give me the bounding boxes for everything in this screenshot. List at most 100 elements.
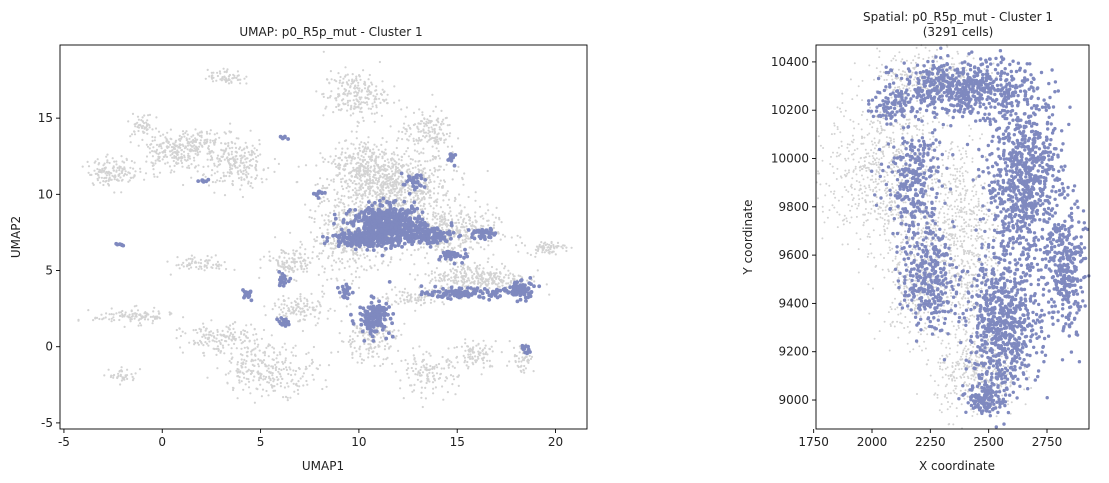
background-point: [282, 396, 285, 399]
background-point: [240, 154, 243, 157]
background-point: [214, 254, 217, 257]
background-point: [444, 217, 447, 220]
background-point: [253, 147, 256, 150]
background-point: [413, 143, 416, 146]
background-point: [230, 347, 233, 350]
background-point: [383, 174, 386, 177]
background-point: [164, 162, 167, 165]
background-point: [327, 243, 330, 246]
background-point: [492, 274, 496, 278]
background-point: [417, 122, 420, 125]
background-point: [358, 276, 361, 279]
background-point: [221, 180, 224, 183]
background-point: [552, 243, 555, 247]
background-point: [265, 178, 268, 181]
background-point: [134, 125, 137, 128]
background-point: [194, 260, 197, 263]
background-point: [286, 399, 289, 402]
background-point: [356, 196, 359, 199]
background-point: [541, 251, 544, 254]
background-point: [113, 373, 116, 377]
background-point: [239, 159, 242, 162]
background-point: [246, 331, 249, 334]
background-point: [231, 164, 234, 167]
background-point: [197, 148, 200, 151]
background-point: [501, 233, 505, 236]
background-point: [354, 276, 358, 279]
background-point: [330, 242, 333, 245]
background-point: [487, 244, 490, 247]
background-point: [222, 175, 226, 178]
background-point: [260, 177, 263, 180]
background-point: [139, 170, 142, 173]
background-point: [306, 308, 309, 311]
background-point: [315, 305, 318, 308]
background-point: [273, 389, 277, 392]
background-point: [102, 180, 105, 183]
background-point: [424, 386, 427, 389]
background-point: [500, 221, 503, 224]
background-point: [108, 318, 111, 321]
background-point: [337, 214, 340, 217]
background-point: [223, 261, 226, 264]
background-point: [467, 277, 470, 280]
background-point: [213, 139, 216, 142]
background-point: [366, 196, 369, 199]
background-point: [171, 149, 174, 152]
background-point: [360, 179, 363, 182]
background-point: [470, 224, 473, 227]
background-point: [407, 139, 410, 142]
background-point: [370, 158, 373, 161]
background-point: [168, 150, 172, 153]
background-point: [138, 313, 141, 316]
background-point: [105, 155, 108, 158]
background-point: [442, 134, 445, 137]
background-point: [237, 370, 240, 373]
background-point: [364, 172, 367, 176]
background-point: [379, 166, 382, 169]
background-point: [193, 159, 196, 162]
background-point: [370, 81, 373, 84]
background-point: [426, 379, 429, 382]
background-point: [245, 82, 248, 85]
background-point: [155, 143, 159, 146]
background-point: [420, 374, 423, 377]
background-point: [237, 74, 240, 77]
background-point: [432, 207, 435, 210]
background-point: [353, 346, 356, 349]
background-point: [353, 91, 356, 94]
background-point: [157, 310, 160, 313]
background-point: [349, 85, 352, 88]
background-point: [214, 181, 217, 184]
background-point: [349, 92, 352, 95]
background-point: [299, 265, 302, 268]
background-point: [535, 245, 539, 248]
background-point: [125, 173, 128, 176]
background-point: [290, 351, 293, 354]
background-point: [356, 334, 359, 338]
background-point: [463, 270, 466, 273]
background-point: [463, 206, 466, 209]
background-point: [423, 131, 426, 134]
background-point: [387, 165, 390, 168]
background-point: [476, 265, 479, 268]
background-point: [351, 353, 354, 356]
background-point: [435, 204, 438, 207]
background-point: [298, 319, 302, 322]
background-point: [348, 171, 351, 174]
background-point: [353, 203, 356, 206]
background-point: [403, 287, 407, 290]
background-point: [429, 180, 432, 184]
background-point: [206, 262, 209, 265]
background-point: [253, 339, 256, 342]
background-point: [77, 319, 80, 322]
background-point: [362, 186, 365, 189]
background-point: [357, 84, 360, 87]
background-point: [218, 163, 222, 166]
background-point: [321, 187, 324, 190]
background-point: [153, 175, 156, 178]
background-point: [396, 194, 399, 197]
background-point: [141, 124, 145, 128]
background-point: [240, 332, 243, 335]
background-point: [464, 338, 467, 341]
